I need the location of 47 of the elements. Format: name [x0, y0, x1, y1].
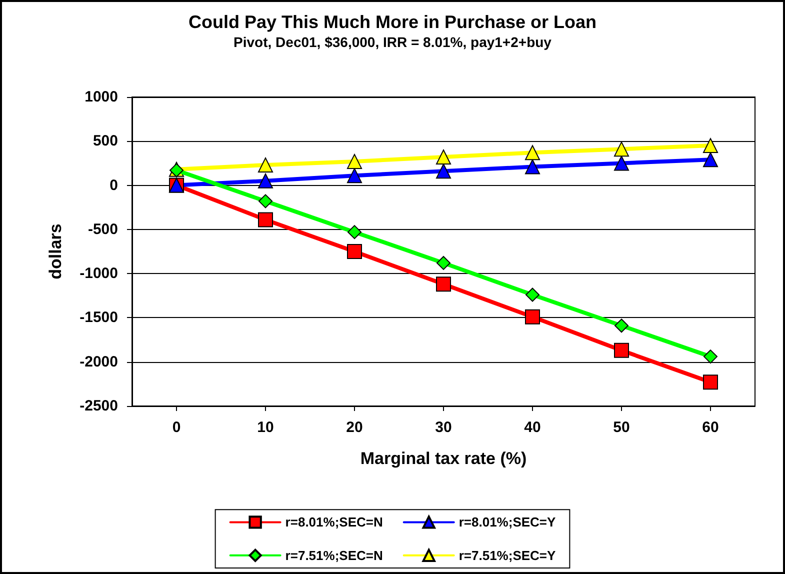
x-tick-label: 10: [257, 419, 274, 436]
point: [258, 173, 273, 188]
y-axis-title: dollars: [46, 224, 65, 280]
chart-title: Could Pay This Much More in Purchase or Loan: [188, 12, 597, 32]
y-tick-label: 0: [110, 176, 118, 194]
x-tick-label: 60: [702, 419, 719, 436]
point: [436, 150, 451, 165]
legend-label: r=7.51%;SEC=Y: [458, 548, 556, 563]
chart-subtitle: Pivot, Dec01, $36,000, IRR = 8.01%, pay1+2+buy: [234, 34, 552, 50]
point: [525, 145, 540, 160]
point: [347, 154, 362, 169]
point: [703, 374, 718, 390]
point: [614, 318, 628, 333]
legend-label: r=7.51%;SEC=N: [285, 548, 383, 563]
point: [258, 194, 272, 208]
point: [347, 244, 362, 259]
point: [614, 342, 629, 358]
point: [525, 159, 540, 174]
y-tick-label: -2000: [80, 353, 118, 370]
point: [436, 276, 451, 292]
point: [436, 256, 450, 270]
x-tick-label: 50: [613, 419, 630, 436]
point: [348, 225, 362, 240]
point: [614, 142, 629, 157]
y-tick-label: -1000: [80, 265, 118, 282]
x-tick-label: 40: [524, 419, 541, 436]
point: [614, 156, 629, 171]
x-tick-label: 20: [346, 419, 363, 436]
point: [526, 288, 540, 302]
y-tick-label: -1500: [80, 309, 118, 326]
legend-label: r=8.01%;SEC=N: [285, 514, 383, 530]
point: [525, 309, 540, 324]
x-axis-title: Marginal tax rate (%): [360, 449, 527, 468]
point: [704, 350, 718, 364]
y-tick-label: -500: [88, 220, 118, 238]
point: [258, 212, 273, 228]
point: [703, 138, 718, 154]
y-tick-label: 500: [92, 132, 118, 150]
y-tick-label: -2500: [80, 398, 118, 414]
x-tick-label: 0: [172, 419, 181, 436]
point: [436, 164, 451, 179]
point: [703, 152, 718, 168]
point: [347, 168, 362, 184]
point: [258, 157, 273, 172]
y-tick-label: 1000: [84, 88, 118, 106]
x-tick-label: 30: [435, 419, 452, 436]
legend-label: r=8.01%;SEC=Y: [458, 514, 556, 530]
